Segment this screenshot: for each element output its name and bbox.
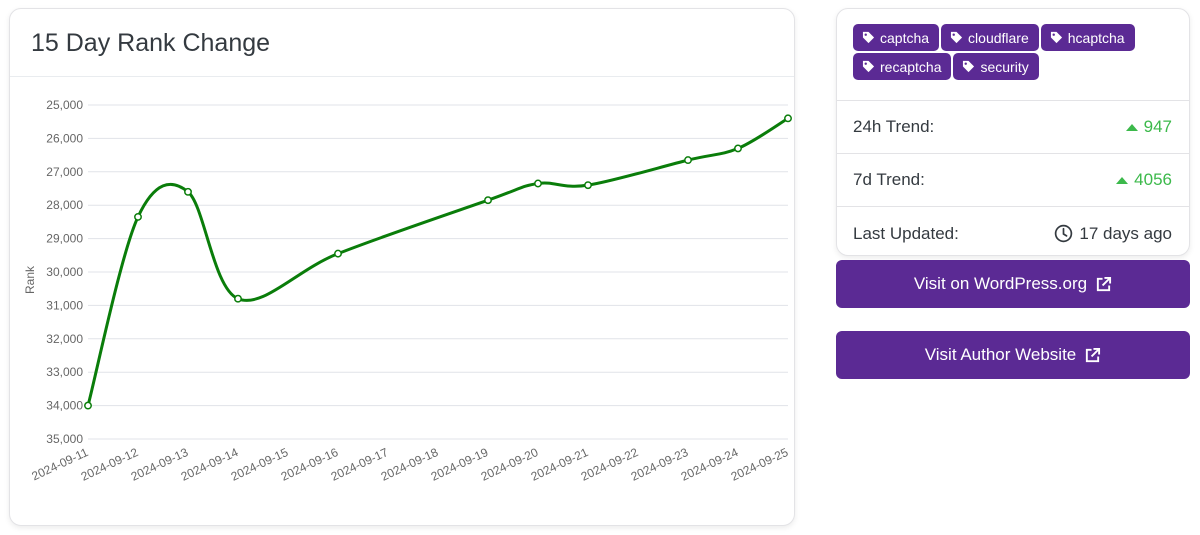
tag-label: cloudflare bbox=[968, 29, 1029, 46]
chart-title: 15 Day Rank Change bbox=[31, 29, 271, 57]
trend-up-icon bbox=[1125, 123, 1138, 131]
data-point bbox=[484, 196, 492, 205]
data-point bbox=[184, 187, 192, 196]
last-updated-value-group: 17 days ago bbox=[1054, 224, 1172, 244]
y-tick-label: 32,000 bbox=[46, 332, 83, 346]
tag-label: hcaptcha bbox=[1067, 29, 1125, 46]
y-tick-label: 27,000 bbox=[46, 165, 83, 179]
tag-icon bbox=[862, 60, 875, 73]
trend-24h-value: 947 bbox=[1143, 117, 1172, 136]
y-tick-label: 28,000 bbox=[46, 198, 83, 212]
trend-24h-row: 24h Trend: 947 bbox=[837, 101, 1189, 154]
tag-label: recaptcha bbox=[880, 58, 942, 75]
tag-icon bbox=[862, 31, 875, 44]
data-point bbox=[134, 212, 142, 221]
data-point bbox=[334, 249, 342, 258]
y-tick-label: 26,000 bbox=[46, 131, 83, 145]
tag-recaptcha[interactable]: recaptcha bbox=[853, 53, 952, 80]
chart-header: 15 Day Rank Change bbox=[10, 9, 794, 77]
y-tick-label: 29,000 bbox=[46, 232, 83, 246]
y-tick-label: 33,000 bbox=[46, 365, 83, 379]
y-tick-label: 34,000 bbox=[46, 399, 83, 413]
data-point bbox=[584, 181, 592, 190]
trend-7d-row: 7d Trend: 4056 bbox=[837, 154, 1189, 207]
trend-7d-value: 4056 bbox=[1134, 170, 1172, 189]
trend-7d-value-group: 4056 bbox=[1116, 170, 1172, 190]
visit-author-label: Visit Author Website bbox=[924, 345, 1077, 364]
data-point bbox=[734, 144, 742, 153]
y-tick-label: 30,000 bbox=[46, 265, 83, 279]
y-tick-label: 35,000 bbox=[46, 432, 83, 446]
data-point bbox=[234, 294, 242, 303]
trend-up-icon bbox=[1116, 176, 1129, 184]
y-tick-label: 31,000 bbox=[46, 298, 83, 312]
data-point bbox=[84, 401, 92, 410]
rank-chart-card: 15 Day Rank Change 25,000 26,000 27,000 28,… bbox=[9, 8, 795, 526]
tag-hcaptcha[interactable]: hcaptcha bbox=[1040, 24, 1135, 51]
data-point bbox=[684, 156, 692, 165]
y-tick-label: 25,000 bbox=[46, 98, 83, 112]
plugin-info-card: captcha cloudflare hcaptcha recaptcha securi… bbox=[836, 8, 1190, 256]
x-tick-label: 2024-09-25 bbox=[729, 445, 791, 484]
tag-captcha[interactable]: captcha bbox=[853, 24, 940, 51]
tag-icon bbox=[950, 31, 963, 44]
tag-label: security bbox=[980, 58, 1029, 75]
tag-cloudflare[interactable]: cloudflare bbox=[941, 24, 1039, 51]
data-point bbox=[534, 179, 542, 188]
tag-icon bbox=[1050, 31, 1062, 44]
last-updated-value: 17 days ago bbox=[1079, 223, 1172, 243]
trend-7d-label: 7d Trend: bbox=[853, 170, 925, 189]
data-point bbox=[784, 114, 792, 123]
visit-author-button[interactable]: Visit Author Website bbox=[836, 331, 1190, 379]
trend-24h-label: 24h Trend: bbox=[853, 117, 935, 136]
series-line bbox=[86, 117, 789, 406]
clock-icon bbox=[1055, 224, 1073, 243]
external-link-icon bbox=[1086, 347, 1101, 362]
visit-wordpress-button[interactable]: Visit on WordPress.org bbox=[836, 260, 1190, 308]
last-updated-label: Last Updated: bbox=[853, 223, 959, 243]
rank-line-chart: 25,000 26,000 27,000 28,000 29,000 30,000 31,0… bbox=[23, 98, 792, 484]
tag-security[interactable]: security bbox=[953, 53, 1039, 80]
tag-icon bbox=[963, 60, 975, 73]
trend-24h-value-group: 947 bbox=[1125, 117, 1172, 137]
last-updated-row: Last Updated: 17 days ago bbox=[837, 207, 1189, 260]
y-axis-label: Rank bbox=[23, 265, 37, 294]
tag-list: captcha cloudflare hcaptcha recaptcha securi… bbox=[837, 9, 1189, 101]
external-link-icon bbox=[1096, 276, 1112, 291]
tag-label: captcha bbox=[880, 29, 930, 46]
visit-wordpress-label: Visit on WordPress.org bbox=[913, 274, 1088, 293]
